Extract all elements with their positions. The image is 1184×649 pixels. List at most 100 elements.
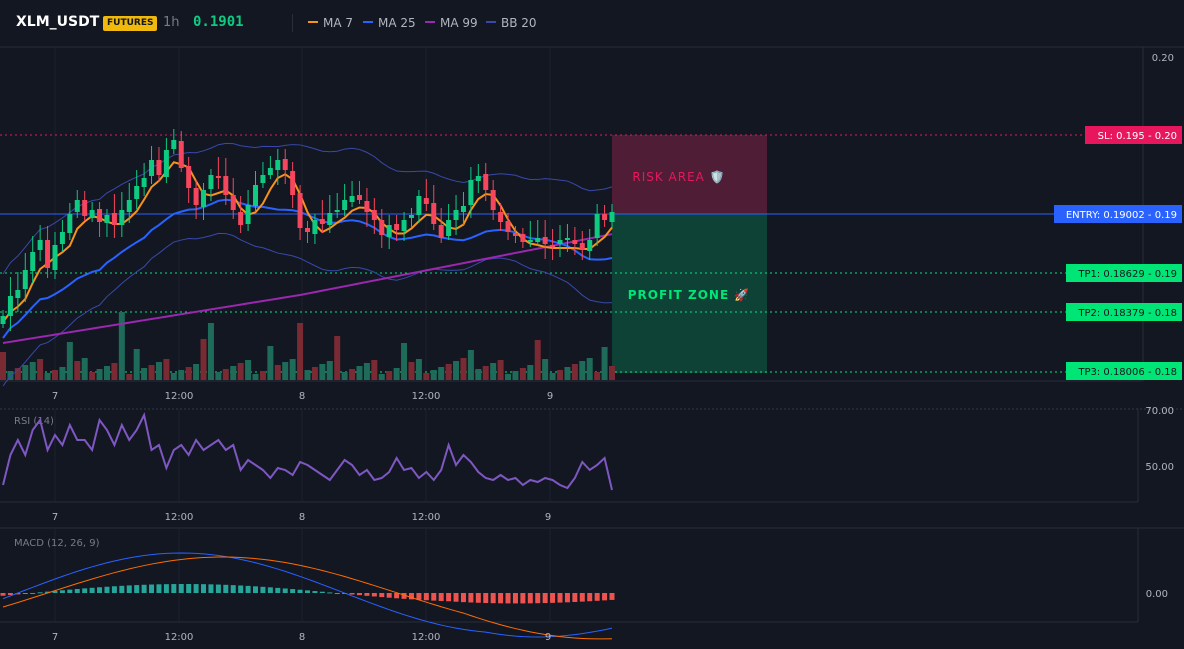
volume-bar [534,340,541,380]
macd-hist-bar [535,593,541,604]
macd-hist-bar [453,593,459,602]
legend-ma7[interactable]: MA 7 [308,16,353,30]
macd-hist-bar [15,593,21,595]
candle-body [431,203,437,224]
rsi-time-tick-1200b: 12:00 [412,512,441,523]
candle-body [475,176,481,181]
macd-hist-bar [149,584,155,593]
macd-hist-bar [89,587,95,593]
candle-body [186,166,192,188]
macd-hist-bar [141,584,147,593]
bb20-swatch [486,20,496,23]
macd-hist-bar [401,593,407,599]
volume-bar [423,373,430,380]
candle-body [609,212,615,222]
futures-badge: FUTURES [103,16,158,31]
candle-body [208,175,214,189]
rsi-time-tick-9: 9 [545,512,551,523]
last-price: 0.1901 [193,14,244,30]
candle-body [542,237,548,244]
macd-hist-bar [579,593,585,602]
volume-bar [505,374,512,380]
volume-bar [170,373,177,380]
tp1-label: TP1: 0.18629 - 0.19 [1077,269,1177,280]
volume-bar [74,361,81,380]
candle-body [282,159,288,170]
volume-bar [14,368,21,380]
candle-body [104,215,110,223]
candle-body [30,252,36,271]
candle-body [401,220,407,231]
volume-bar [549,373,556,380]
rsi-time-tick-7: 7 [52,512,58,523]
macd-hist-bar [201,584,207,593]
tp1-label-box: TP1: 0.18629 - 0.19 [1066,264,1182,282]
macd-hist-bar [282,588,288,593]
legend-ma99[interactable]: MA 99 [425,16,478,30]
candle-body [408,215,414,218]
macd-hist-bar [59,590,65,593]
candle-body [141,178,147,187]
macd-label: MACD (12, 26, 9) [14,538,100,549]
macd-hist-bar [416,593,422,600]
candle-body [156,160,162,175]
macd-hist-bar [379,593,385,598]
candle-body [535,238,541,242]
volume-bar [609,366,615,380]
candle-body [253,185,259,206]
volume-bar [386,371,393,380]
tp1-label-bg [1066,264,1182,282]
macd-hist-bar [290,589,296,593]
legend-bb20-label: BB 20 [501,16,537,30]
candle-body [356,195,362,200]
volume-bar [126,374,133,380]
symbol-name[interactable]: XLM_USDT [16,14,100,30]
candle-body [579,243,585,250]
volume-bar [141,368,148,380]
legend-bb20[interactable]: BB 20 [486,16,537,30]
macd-hist-bar [527,593,533,604]
candle-body [245,205,251,224]
legend-ma25[interactable]: MA 25 [363,16,416,30]
ma99-swatch [425,20,435,23]
candle-body [460,206,466,212]
volume-bar [178,370,185,380]
macd-hist-bar [423,593,429,601]
volume-bar [356,366,363,380]
candle-body [512,233,518,236]
macd-hist-bar [267,587,273,593]
volume-bar [564,367,571,380]
macd-hist-bar [305,590,310,593]
macd-hist-bar [275,587,281,593]
macd-hist-bar [572,593,578,602]
volume-bar [207,323,214,380]
rsi-time-tick-1200a: 12:00 [165,512,194,523]
volume-bar [51,370,58,380]
volume-bar [453,361,460,380]
candle-body [594,214,600,238]
candle-body [557,240,563,244]
timeframe-label[interactable]: 1h [163,15,180,30]
tp3-label-bg [1066,362,1182,380]
candle-body [230,195,236,210]
rsi-line [2,411,613,491]
macd-hist-bar [45,591,51,593]
entry-label-box: ENTRY: 0.19002 - 0.19 [1054,205,1182,223]
macd-hist-bar [483,593,489,603]
volume-bar [527,365,534,380]
candle-body [97,209,103,222]
ma25-line [2,198,613,339]
macd-hist-bar [163,584,169,593]
macd-hist-bar [156,584,162,593]
candle-body [215,176,221,178]
candle-body [342,200,348,210]
macd-hist-bar [587,593,593,602]
volume-bar [512,371,519,380]
volume-bar [445,364,452,380]
candlesticks[interactable] [0,129,615,331]
candle-body [290,171,296,195]
macd-hist-bar [74,588,80,593]
candle-body [223,176,229,195]
macd-hist-bar [312,591,318,593]
